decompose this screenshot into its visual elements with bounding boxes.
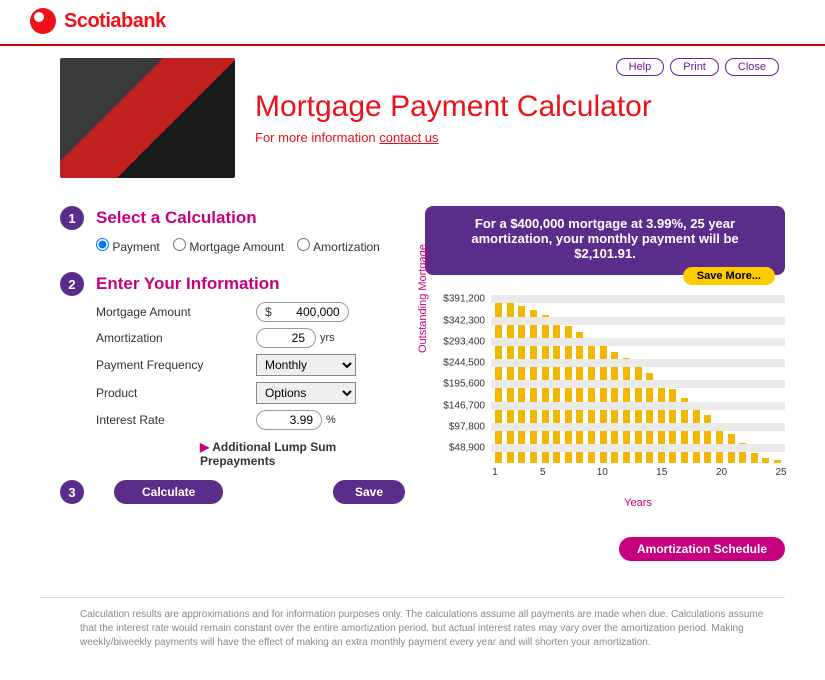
step-3: 3 Calculate Save (60, 480, 405, 504)
print-button[interactable]: Print (670, 58, 719, 76)
hero-subtitle-prefix: For more information (255, 130, 379, 145)
calculation-radios: Payment Mortgage Amount Amortization (96, 238, 405, 254)
disclaimer: Calculation results are approximations a… (0, 598, 825, 680)
chart-plot (491, 293, 785, 463)
columns: 1 Select a Calculation Payment Mortgage … (60, 206, 785, 561)
row-interest-rate: Interest Rate % (96, 410, 405, 430)
label-interest-rate: Interest Rate (96, 413, 256, 427)
step-2-badge: 2 (60, 272, 84, 296)
hero-text: Mortgage Payment Calculator For more inf… (255, 58, 652, 145)
toolbar: Help Print Close (616, 58, 779, 76)
select-payment-frequency[interactable]: Monthly (256, 354, 356, 376)
step-3-badge: 3 (60, 480, 84, 504)
field-mortgage-amount: $ (256, 302, 349, 322)
page-title: Mortgage Payment Calculator (255, 90, 652, 124)
summary-text: For a $400,000 mortgage at 3.99%, 25 yea… (471, 216, 738, 261)
chart-yticks: $391,200$342,300$293,400$244,500$195,600… (435, 293, 489, 463)
step-2: 2 Enter Your Information (60, 272, 405, 296)
radio-mortgage-amount-input[interactable] (173, 238, 186, 251)
input-interest-rate[interactable] (265, 413, 313, 427)
amortization-schedule-wrap: Amortization Schedule (425, 537, 785, 561)
select-wrap-product: Options (256, 382, 356, 404)
chart-ylabel: Outstanding Mortgage (417, 244, 429, 353)
logo-icon (30, 8, 56, 34)
step-1-title: Select a Calculation (96, 208, 257, 228)
row-payment-frequency: Payment Frequency Monthly (96, 354, 405, 376)
select-product[interactable]: Options (256, 382, 356, 404)
field-interest-rate (256, 410, 322, 430)
label-amortization: Amortization (96, 331, 256, 345)
step-1-badge: 1 (60, 206, 84, 230)
select-wrap-frequency: Monthly (256, 354, 356, 376)
suffix-yrs: yrs (320, 332, 335, 344)
chart-xlabel: Years (491, 497, 785, 509)
suffix-percent: % (326, 414, 336, 426)
close-button[interactable]: Close (725, 58, 779, 76)
step-1: 1 Select a Calculation (60, 206, 405, 230)
summary-banner: For a $400,000 mortgage at 3.99%, 25 yea… (425, 206, 785, 275)
row-amortization: Amortization yrs (96, 328, 405, 348)
left-column: 1 Select a Calculation Payment Mortgage … (60, 206, 405, 561)
save-button[interactable]: Save (333, 480, 405, 504)
input-mortgage-amount[interactable] (274, 305, 340, 319)
label-payment-frequency: Payment Frequency (96, 358, 256, 372)
prepayments-link[interactable]: ▶Additional Lump Sum Prepayments (200, 440, 405, 468)
save-more-button[interactable]: Save More... (683, 267, 775, 285)
brand-name: Scotiabank (64, 10, 166, 33)
radio-payment-input[interactable] (96, 238, 109, 251)
header: Scotiabank (0, 0, 825, 46)
step-2-title: Enter Your Information (96, 274, 280, 294)
content: Help Print Close Mortgage Payment Calcul… (0, 46, 825, 579)
hero: Mortgage Payment Calculator For more inf… (60, 58, 785, 178)
radio-mortgage-amount[interactable]: Mortgage Amount (173, 240, 284, 254)
calculate-button[interactable]: Calculate (114, 480, 223, 504)
row-product: Product Options (96, 382, 405, 404)
amortization-schedule-button[interactable]: Amortization Schedule (619, 537, 785, 561)
radio-payment[interactable]: Payment (96, 240, 160, 254)
chart-xticks: 1510152025 (491, 467, 785, 481)
right-column: For a $400,000 mortgage at 3.99%, 25 yea… (425, 206, 785, 561)
dollar-icon: $ (265, 305, 272, 319)
hero-image (60, 58, 235, 178)
row-mortgage-amount: Mortgage Amount $ (96, 302, 405, 322)
triangle-icon: ▶ (200, 440, 209, 454)
help-button[interactable]: Help (616, 58, 665, 76)
hero-subtitle: For more information contact us (255, 130, 652, 145)
field-amortization (256, 328, 316, 348)
radio-amortization-input[interactable] (297, 238, 310, 251)
radio-amortization[interactable]: Amortization (297, 240, 379, 254)
chart: Outstanding Mortgage $391,200$342,300$29… (425, 293, 785, 493)
input-amortization[interactable] (265, 331, 305, 345)
contact-us-link[interactable]: contact us (379, 130, 438, 145)
label-product: Product (96, 386, 256, 400)
label-mortgage-amount: Mortgage Amount (96, 305, 256, 319)
